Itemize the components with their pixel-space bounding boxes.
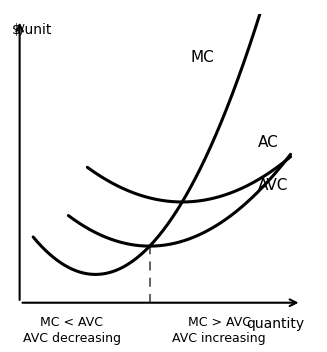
Text: MC < AVC: MC < AVC <box>41 316 103 328</box>
Text: AVC increasing: AVC increasing <box>172 332 266 345</box>
Text: AVC decreasing: AVC decreasing <box>23 332 121 345</box>
Text: AVC: AVC <box>258 177 288 193</box>
Text: MC > AVC: MC > AVC <box>188 316 250 328</box>
Text: MC: MC <box>190 50 214 65</box>
Text: $/unit: $/unit <box>11 23 52 37</box>
Text: quantity: quantity <box>246 317 304 331</box>
Text: AC: AC <box>258 135 279 150</box>
